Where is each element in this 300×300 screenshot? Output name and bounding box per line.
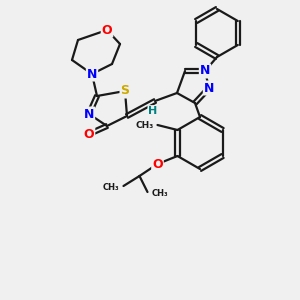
Text: O: O: [152, 158, 163, 170]
Text: N: N: [200, 64, 210, 77]
Text: O: O: [102, 23, 112, 37]
Text: N: N: [87, 68, 97, 80]
Text: N: N: [204, 82, 214, 94]
Text: CH₃: CH₃: [135, 121, 154, 130]
Text: O: O: [84, 128, 94, 140]
Text: CH₃: CH₃: [152, 188, 168, 197]
Text: H: H: [148, 106, 158, 116]
Text: S: S: [121, 85, 130, 98]
Text: N: N: [84, 107, 94, 121]
Text: CH₃: CH₃: [103, 182, 119, 191]
